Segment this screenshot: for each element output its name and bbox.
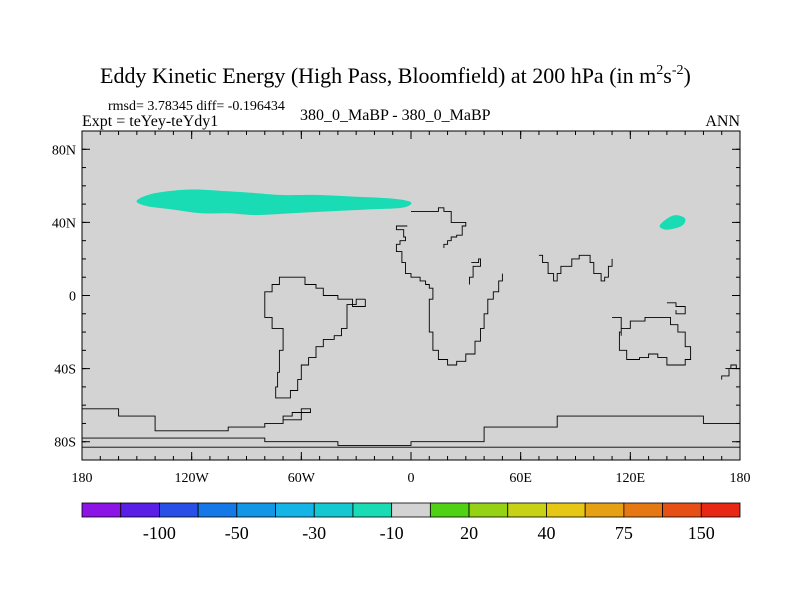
coastline-3 <box>264 276 366 399</box>
map-background <box>82 131 740 460</box>
colorbar-swatch <box>313 502 354 518</box>
y-tick-label: 40N <box>52 216 76 231</box>
colorbar-label: -50 <box>225 523 249 543</box>
colorbar-swatch <box>120 502 160 518</box>
colorbar-label: -10 <box>380 523 404 543</box>
coastline-9 <box>82 415 741 446</box>
stats-label: rmsd= 3.78345 diff= -0.196434 <box>108 99 285 114</box>
colorbar-swatch <box>81 502 122 518</box>
coastline-8 <box>82 408 311 432</box>
y-tick-label: 0 <box>69 290 76 305</box>
chart-title: Eddy Kinetic Energy (High Pass, Bloomfie… <box>100 63 691 88</box>
experiment-label: Expt = teYey-teYdy1 <box>82 113 218 130</box>
x-axis: 180 120W 60W 0 60E 120E 180 <box>72 131 751 486</box>
coastline-4 <box>612 316 692 366</box>
coastline-5 <box>538 254 613 282</box>
colorbar-label: 40 <box>538 523 556 543</box>
colorbar-swatch <box>236 502 276 518</box>
colorbar-swatch <box>662 502 702 518</box>
colorbar-label: -100 <box>143 523 176 543</box>
colorbar-swatch <box>700 502 741 518</box>
colorbar-swatch <box>584 502 625 518</box>
colorbar-swatch <box>352 502 393 518</box>
colorbar-swatch <box>197 502 238 518</box>
coastline-0 <box>411 207 467 248</box>
season-label: ANN <box>705 113 740 130</box>
colorbar-swatch <box>468 502 509 518</box>
y-tick-label: 80S <box>54 436 76 451</box>
colorbar-swatch <box>429 502 470 518</box>
x-tick-label: 180 <box>72 471 93 486</box>
colorbar-swatch <box>507 502 547 518</box>
x-tick-label: 120W <box>175 471 210 486</box>
region-north-pacific-negative <box>136 189 412 216</box>
colorbar-swatch <box>546 502 586 518</box>
coastline-1 <box>395 225 503 366</box>
x-tick-label: 180 <box>730 471 751 486</box>
colorbar-label: 75 <box>615 523 633 543</box>
coastline-6 <box>666 302 686 315</box>
colorbar-labels: -100 -50 -30 -10 20 40 75 150 <box>143 523 715 543</box>
y-tick-label: 80N <box>52 143 76 158</box>
x-tick-label: 60W <box>288 471 316 486</box>
colorbar-label: 150 <box>688 523 715 543</box>
x-tick-label: 60E <box>509 471 532 486</box>
x-tick-label: 120E <box>616 471 646 486</box>
colorbar-swatch <box>159 502 199 518</box>
colorbar-swatch <box>391 502 431 518</box>
map-plot: 180 120W 60W 0 60E 120E 180 80N 40N 0 40S 80S <box>52 130 751 486</box>
y-tick-label: 40S <box>54 363 76 378</box>
colorbar-swatch <box>275 502 315 518</box>
comparison-label: 380_0_MaBP - 380_0_MaBP <box>300 107 491 124</box>
x-tick-label: 0 <box>408 471 415 486</box>
region-west-pacific-negative <box>659 215 686 230</box>
colorbar-swatch <box>623 502 663 518</box>
coastline-2 <box>469 258 481 285</box>
anomaly-regions <box>136 189 686 230</box>
colorbar-label: -30 <box>302 523 326 543</box>
coastlines <box>82 207 741 448</box>
colorbar-label: 20 <box>460 523 478 543</box>
colorbar <box>81 502 741 518</box>
y-axis: 80N 40N 0 40S 80S <box>52 130 740 461</box>
